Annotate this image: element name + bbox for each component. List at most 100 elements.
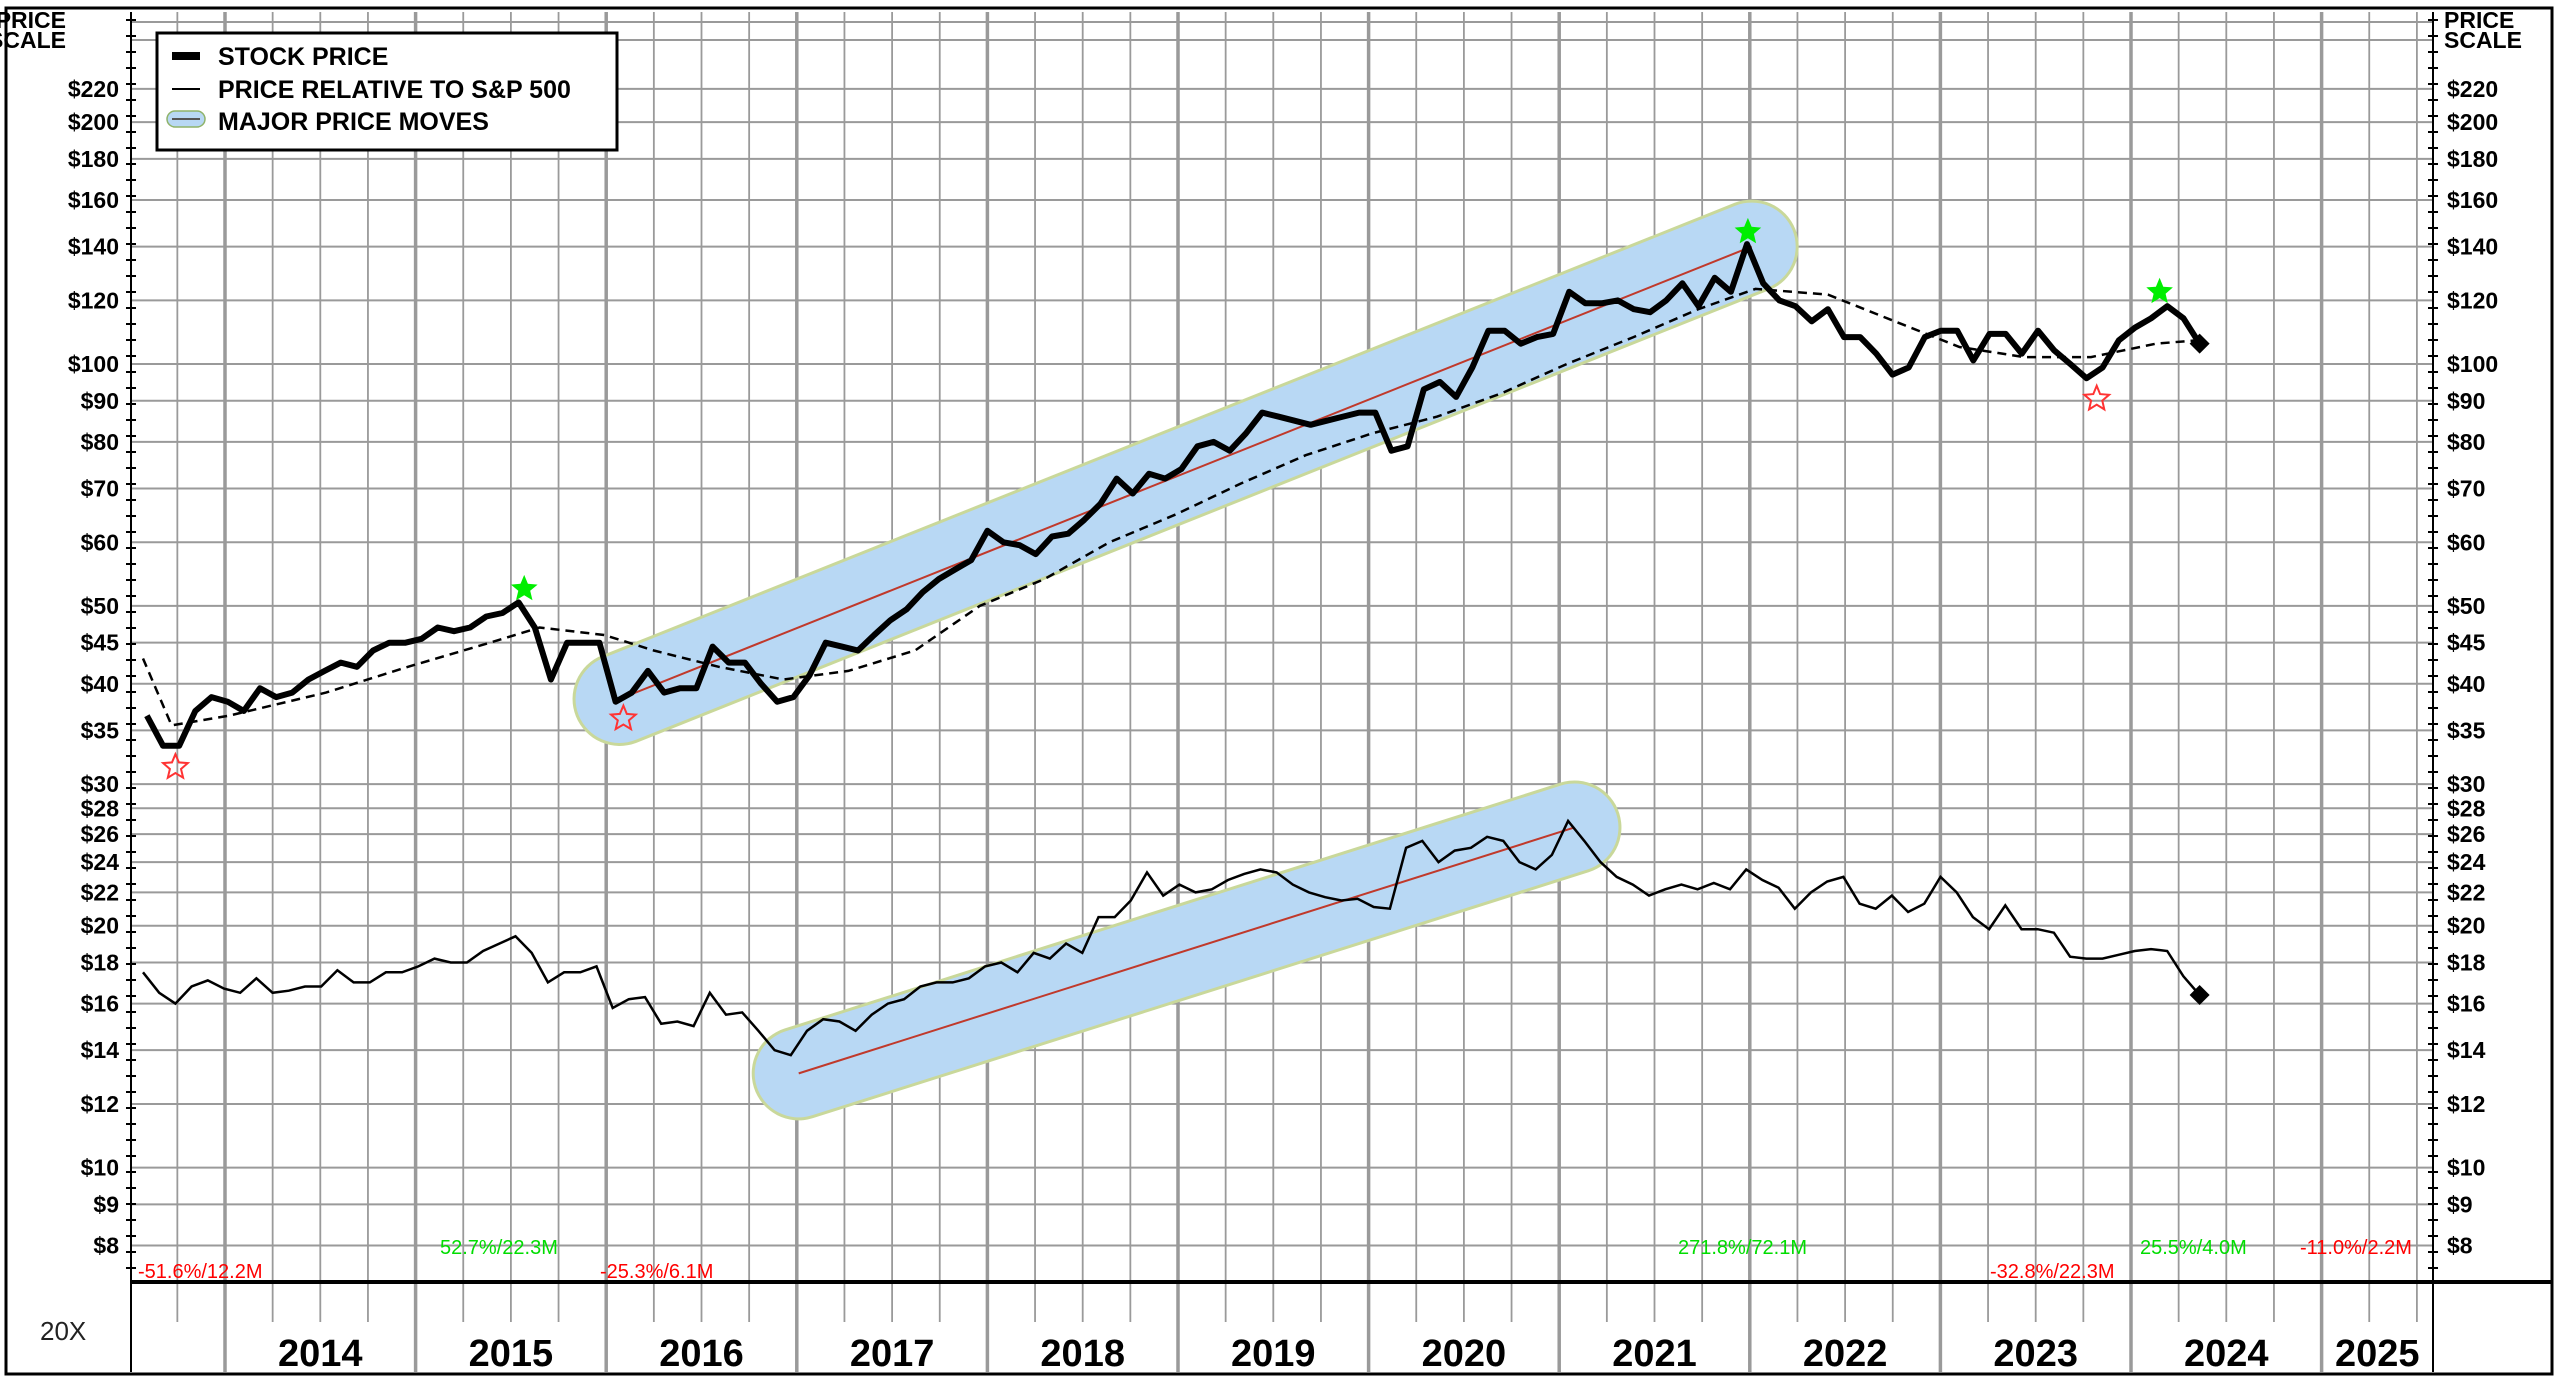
legend-label-stock: STOCK PRICE — [218, 43, 388, 71]
y-tick-label-left: $140 — [68, 234, 119, 260]
x-tick-label: 2020 — [1422, 1333, 1507, 1375]
y-tick-label-left: $50 — [81, 593, 119, 619]
y-tick-label-left: $200 — [68, 109, 119, 135]
x-tick-label: 2025 — [2335, 1333, 2420, 1375]
move-annotation: -32.8%/22.3M — [1990, 1261, 2115, 1283]
legend-label-moves: MAJOR PRICE MOVES — [218, 108, 489, 136]
legend-swatch-stock — [172, 52, 200, 60]
y-tick-label-left: $80 — [81, 429, 119, 455]
y-tick-label-right: $200 — [2447, 109, 2498, 135]
y-tick-label-left: $160 — [68, 187, 119, 213]
y-tick-label-right: $10 — [2447, 1155, 2485, 1181]
high-star-icon — [1734, 217, 1762, 244]
x-tick-label: 2018 — [1040, 1333, 1125, 1375]
move-annotation: -25.3%/6.1M — [600, 1261, 713, 1283]
y-tick-label-right: $120 — [2447, 287, 2498, 313]
price-scale-label-right-1: PRICE — [2444, 7, 2514, 33]
y-tick-label-left: $24 — [81, 849, 120, 875]
y-tick-label-right: $180 — [2447, 146, 2498, 172]
x-tick-label: 2019 — [1231, 1333, 1316, 1375]
major-price-moves — [572, 199, 1799, 1121]
y-tick-label-right: $35 — [2447, 717, 2486, 743]
y-tick-label-left: $120 — [68, 287, 119, 313]
low-star-icon — [160, 751, 191, 780]
low-star-icon — [608, 702, 639, 732]
x-tick-label: 2015 — [469, 1333, 554, 1375]
x-tick-label: 2024 — [2184, 1333, 2269, 1375]
move-annotation: -11.0%/2.2M — [2300, 1237, 2412, 1259]
y-tick-label-right: $60 — [2447, 529, 2485, 555]
legend-label-relative: PRICE RELATIVE TO S&P 500 — [218, 76, 571, 104]
y-tick-label-left: $40 — [81, 671, 119, 697]
price-scale-label-right-2: SCALE — [2444, 27, 2522, 53]
last-value-diamond-icon — [2189, 984, 2210, 1005]
y-tick-label-left: $22 — [81, 879, 119, 905]
relative-price-line — [142, 818, 2201, 1057]
y-tick-label-right: $45 — [2447, 630, 2486, 656]
price-scale-label-left-2: SCALE — [0, 27, 66, 53]
y-tick-label-right: $24 — [2447, 849, 2486, 875]
y-tick-label-right: $90 — [2447, 388, 2485, 414]
y-tick-label-left: $8 — [93, 1232, 119, 1258]
y-tick-label-right: $30 — [2447, 771, 2485, 797]
trend-line — [798, 826, 1575, 1075]
y-tick-label-right: $140 — [2447, 234, 2498, 260]
outer-border — [4, 6, 2554, 1376]
y-tick-label-left: $35 — [81, 717, 120, 743]
x-tick-label: 2014 — [278, 1333, 363, 1375]
y-tick-label-left: $180 — [68, 146, 119, 172]
y-tick-label-left: $220 — [68, 76, 119, 102]
y-tick-label-right: $80 — [2447, 429, 2485, 455]
y-tick-label-right: $100 — [2447, 351, 2498, 377]
stock-price-line — [144, 241, 2203, 749]
scale-note: 20X — [40, 1316, 86, 1346]
y-tick-label-left: $30 — [81, 771, 119, 797]
axes: $220 $220 $200 $200 $180 $180 $160 $160 $140 $140… — [68, 12, 2552, 1375]
x-tick-label: 2021 — [1612, 1333, 1697, 1375]
y-tick-label-right: $220 — [2447, 76, 2498, 102]
y-tick-label-right: $160 — [2447, 187, 2498, 213]
x-tick-label: 2016 — [659, 1333, 744, 1375]
y-tick-label-left: $45 — [81, 630, 120, 656]
y-tick-label-right: $8 — [2447, 1232, 2473, 1258]
high-star-icon — [510, 574, 538, 601]
y-tick-label-left: $10 — [81, 1155, 119, 1181]
move-annotation: 25.5%/4.0M — [2140, 1237, 2247, 1259]
y-tick-label-right: $14 — [2447, 1037, 2486, 1063]
y-tick-label-right: $50 — [2447, 593, 2485, 619]
price-scale-label-left-1: PRICE — [0, 7, 66, 33]
y-tick-label-right: $18 — [2447, 949, 2486, 975]
x-tick-label: 2022 — [1803, 1333, 1888, 1375]
low-star-icon — [2081, 383, 2112, 412]
last-value-diamond-icon — [2189, 333, 2210, 354]
y-tick-label-right: $16 — [2447, 991, 2485, 1017]
y-tick-label-left: $12 — [81, 1091, 119, 1117]
y-tick-label-right: $9 — [2447, 1191, 2473, 1217]
y-tick-label-right: $26 — [2447, 821, 2485, 847]
y-tick-label-left: $28 — [81, 795, 120, 821]
y-tick-label-left: $70 — [81, 475, 119, 501]
high-star-icon — [2146, 277, 2173, 304]
y-tick-label-left: $26 — [81, 821, 119, 847]
y-tick-label-right: $70 — [2447, 475, 2485, 501]
legend: STOCK PRICE PRICE RELATIVE TO S&P 500 MA… — [155, 31, 619, 152]
y-tick-label-right: $40 — [2447, 671, 2485, 697]
moving-average-line — [141, 287, 2196, 727]
y-tick-label-right: $20 — [2447, 913, 2485, 939]
trend-line — [619, 245, 1753, 700]
y-tick-label-right: $12 — [2447, 1091, 2485, 1117]
move-annotation: 52.7%/22.3M — [440, 1237, 558, 1259]
move-annotation: -51.6%/12.2M — [138, 1261, 263, 1283]
y-tick-label-right: $28 — [2447, 795, 2486, 821]
move-annotations: -51.6%/12.2M 52.7%/22.3M -25.3%/6.1M 271.8%… — [138, 1237, 2412, 1283]
y-tick-label-right: $22 — [2447, 879, 2485, 905]
y-tick-label-left: $14 — [81, 1037, 120, 1063]
y-tick-label-left: $60 — [81, 529, 119, 555]
y-tick-label-left: $90 — [81, 388, 119, 414]
y-tick-label-left: $18 — [81, 949, 120, 975]
y-tick-label-left: $100 — [68, 351, 119, 377]
y-tick-label-left: $16 — [81, 991, 119, 1017]
x-tick-label: 2017 — [850, 1333, 935, 1375]
markers — [160, 217, 2210, 1005]
